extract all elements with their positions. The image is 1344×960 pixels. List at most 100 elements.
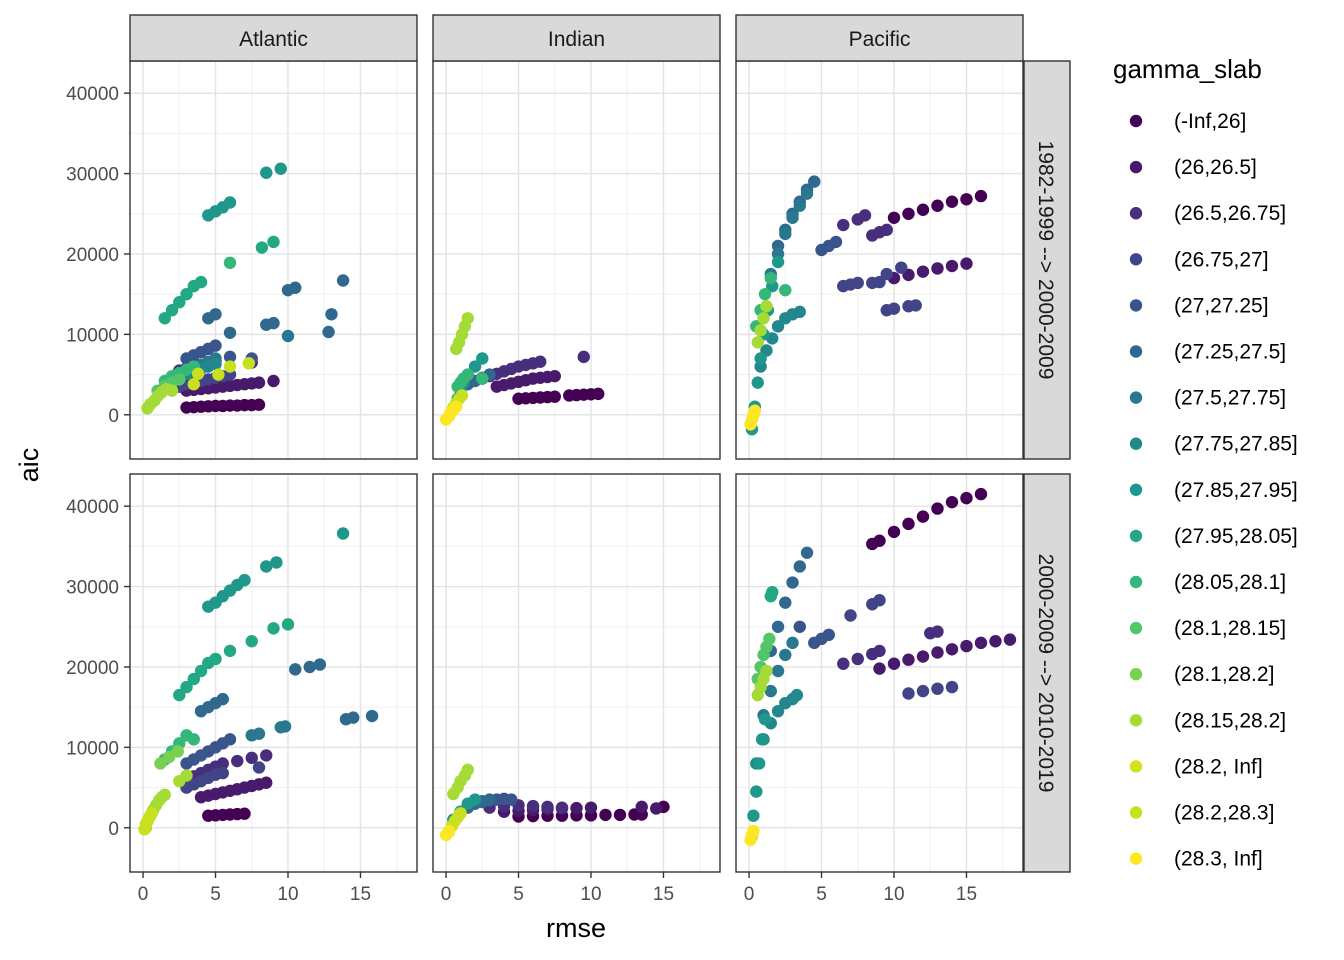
data-point bbox=[887, 302, 901, 315]
data-point bbox=[154, 757, 167, 770]
data-point bbox=[771, 704, 785, 718]
strip-2000-2009-2010-2019: 2000-2009 --> 2010-2019 bbox=[1023, 473, 1071, 873]
legend-item-28-2-28-3: (28.2,28.3] bbox=[1129, 802, 1274, 825]
data-point bbox=[476, 372, 489, 385]
series-28-1-28-2 bbox=[154, 745, 185, 770]
points bbox=[744, 175, 988, 436]
points bbox=[141, 162, 350, 415]
data-point bbox=[931, 625, 944, 638]
legend-key bbox=[1129, 207, 1143, 220]
data-point bbox=[592, 387, 605, 401]
strip-layer: Atlantic Indian Pacific 1982-1999 --> 2000-… bbox=[129, 14, 1071, 873]
strip-atlantic: Atlantic bbox=[129, 14, 418, 62]
series-27-95-28-05 bbox=[764, 585, 779, 603]
data-point bbox=[974, 636, 988, 650]
data-point bbox=[555, 801, 569, 814]
series-27-27-25 bbox=[815, 235, 843, 257]
data-point bbox=[960, 193, 973, 206]
data-point bbox=[902, 517, 915, 531]
data-point bbox=[960, 491, 973, 505]
legend-label: (27.95,28.05] bbox=[1174, 525, 1298, 548]
data-point bbox=[751, 336, 764, 349]
data-point bbox=[945, 643, 959, 656]
strip-background bbox=[129, 14, 418, 62]
data-point bbox=[916, 203, 930, 216]
data-point bbox=[748, 404, 762, 417]
legend-label: (27.5,27.75] bbox=[1174, 387, 1286, 410]
legend-item-27-5-27-75: (27.5,27.75] bbox=[1129, 387, 1286, 410]
data-point bbox=[145, 807, 158, 820]
data-point bbox=[786, 636, 799, 650]
data-point bbox=[541, 800, 554, 814]
data-point bbox=[760, 300, 773, 313]
data-point bbox=[260, 776, 273, 789]
legend-item-27-75-27-85: (27.75,27.85] bbox=[1129, 433, 1298, 456]
data-point bbox=[212, 368, 225, 381]
data-point bbox=[223, 644, 237, 658]
data-point bbox=[289, 281, 302, 294]
panel-pacific-2000-2009-2010-2019 bbox=[735, 473, 1024, 873]
legend-label: (27.85,27.95] bbox=[1174, 479, 1298, 502]
data-point bbox=[873, 644, 886, 658]
series-26-75-27 bbox=[837, 261, 922, 317]
strip-label: 1982-1999 --> 2000-2009 bbox=[1034, 141, 1057, 380]
legend-item-26-26-5: (26,26.5] bbox=[1129, 156, 1257, 179]
data-point bbox=[584, 801, 598, 814]
data-point bbox=[455, 389, 469, 402]
data-point bbox=[873, 662, 886, 675]
data-point bbox=[158, 312, 171, 325]
series-26-5-26-75 bbox=[837, 209, 893, 242]
data-point bbox=[747, 824, 760, 838]
series-26-26-5 bbox=[490, 369, 561, 393]
data-point bbox=[931, 682, 944, 695]
data-point bbox=[180, 287, 193, 301]
legend-item-28-05-28-1: (28.05,28.1] bbox=[1129, 571, 1286, 594]
series-inf-26 bbox=[512, 387, 605, 405]
legend-label: (28.1,28.15] bbox=[1174, 617, 1286, 640]
data-point bbox=[880, 267, 893, 281]
data-point bbox=[347, 711, 360, 724]
data-point bbox=[158, 788, 171, 802]
data-point bbox=[779, 283, 792, 297]
data-point bbox=[945, 495, 959, 509]
series-28-15-28-2 bbox=[751, 300, 773, 349]
y-tick-label: 0 bbox=[108, 406, 119, 427]
data-point bbox=[790, 688, 804, 702]
y-tick-label: 30000 bbox=[66, 578, 119, 599]
data-point bbox=[274, 162, 287, 175]
data-point bbox=[267, 235, 280, 249]
y-tick-label: 40000 bbox=[66, 84, 119, 105]
data-point bbox=[873, 534, 886, 547]
legend-key bbox=[1129, 852, 1143, 865]
data-point bbox=[260, 749, 273, 762]
legend-title: gamma_slab bbox=[1113, 54, 1262, 84]
x-tick-label: 15 bbox=[350, 884, 371, 905]
data-point bbox=[902, 687, 915, 700]
y-tick-label: 0 bbox=[108, 819, 119, 840]
series-27-27-25 bbox=[793, 620, 835, 650]
x-tick-label: 0 bbox=[441, 884, 452, 905]
legend-item-28-15-28-2: (28.15,28.2] bbox=[1129, 709, 1286, 732]
data-point bbox=[771, 664, 785, 678]
data-point bbox=[800, 187, 814, 200]
data-point bbox=[931, 646, 944, 659]
strip-label: Atlantic bbox=[239, 28, 308, 51]
data-point bbox=[880, 223, 893, 237]
data-point bbox=[902, 207, 915, 220]
data-point bbox=[763, 632, 776, 646]
x-tick-label: 0 bbox=[138, 884, 149, 905]
legend-label: (27.25,27.5] bbox=[1174, 341, 1286, 364]
legend-label: (27,27.25] bbox=[1174, 294, 1269, 317]
data-point bbox=[449, 400, 463, 413]
series-27-27-25 bbox=[180, 733, 237, 770]
series-28-15-28-2 bbox=[141, 382, 179, 415]
data-point bbox=[180, 769, 193, 782]
data-point bbox=[245, 751, 258, 765]
data-point bbox=[786, 211, 799, 224]
data-point bbox=[223, 326, 237, 339]
data-point bbox=[873, 594, 886, 607]
data-point bbox=[758, 287, 772, 301]
panel-indian-2000-2009-2010-2019 bbox=[432, 473, 721, 873]
data-point bbox=[209, 357, 222, 371]
